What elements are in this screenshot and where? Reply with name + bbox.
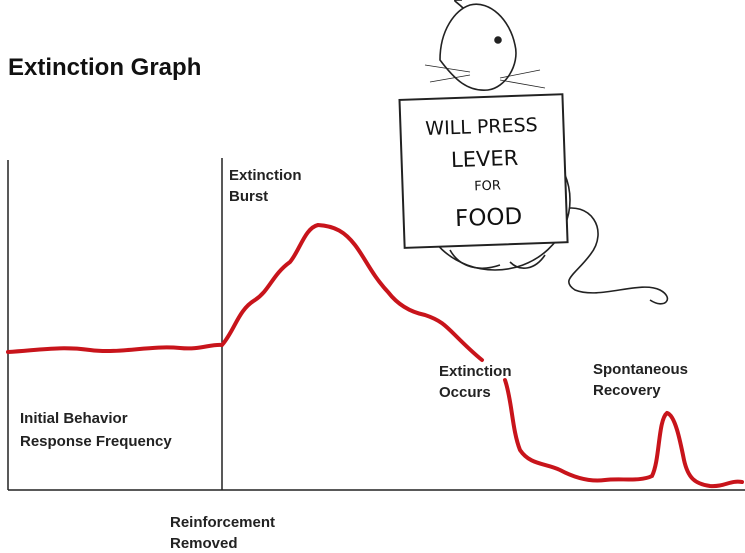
label: Removed [170, 535, 238, 552]
label: Initial Behavior [20, 410, 128, 427]
response-curve [6, 222, 484, 362]
sign-text: FOOD [455, 204, 523, 232]
label: Reinforcement [170, 514, 275, 531]
label: Response Frequency [20, 433, 172, 450]
rat-eye [494, 36, 502, 44]
label: Burst [229, 188, 268, 205]
rat-ear [454, 0, 464, 9]
rat-tail [559, 207, 669, 305]
sign-board [398, 93, 569, 249]
label: Occurs [439, 384, 491, 401]
rat-whiskers [424, 64, 546, 89]
response-curve-after [503, 378, 744, 489]
label: Extinction [439, 363, 512, 380]
sign: WILL PRESS LEVER FOR FOOD [398, 93, 569, 249]
rat-feet [449, 249, 546, 269]
sign-text: LEVER [451, 146, 519, 172]
sign-text: WILL PRESS [425, 114, 538, 140]
sign-text: FOR [474, 178, 501, 194]
title: Extinction Graph [8, 54, 201, 81]
rat-head [439, 3, 517, 91]
label: Recovery [593, 382, 661, 399]
label: Spontaneous [593, 361, 688, 378]
label: Extinction [229, 167, 302, 184]
